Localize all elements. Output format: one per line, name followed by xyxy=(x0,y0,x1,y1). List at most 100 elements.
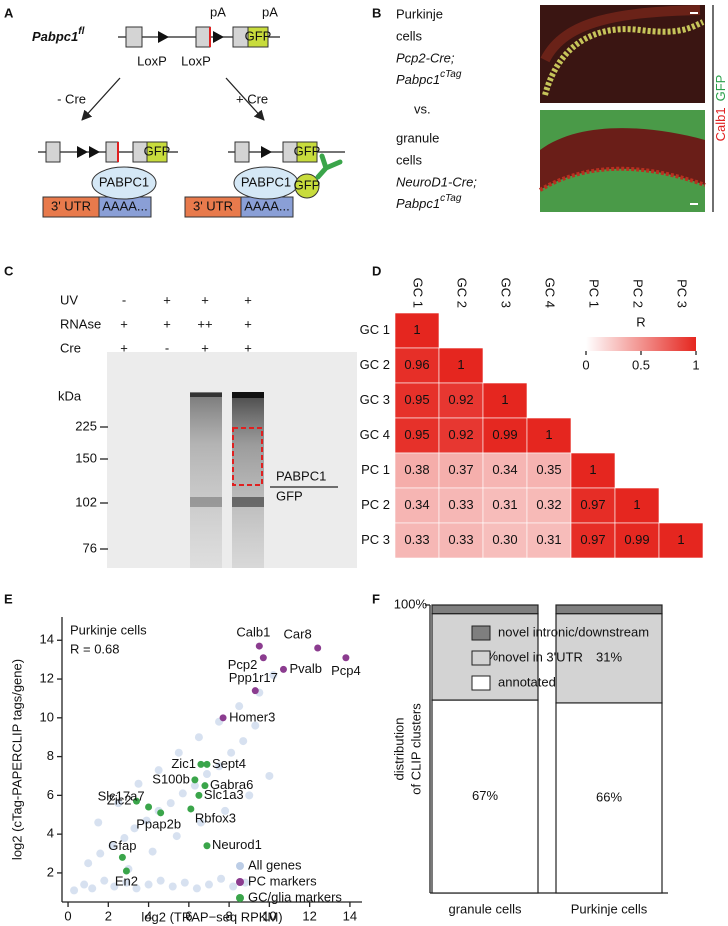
marker-point xyxy=(145,803,153,811)
marker-point xyxy=(118,853,126,861)
legend-swatch xyxy=(236,894,244,902)
point-label: Gabra6 xyxy=(210,777,253,792)
stain-green: GFP xyxy=(713,75,728,102)
molecular-layer xyxy=(540,5,701,63)
gene-point xyxy=(148,847,157,856)
bar-segment xyxy=(431,604,539,615)
text-part: Pabpc1 xyxy=(32,29,78,44)
row-label: GC 4 xyxy=(360,427,390,442)
gene-point xyxy=(239,737,248,746)
gfp-exon xyxy=(146,141,168,163)
cell-type-text: cells xyxy=(396,28,423,43)
gene-point xyxy=(114,799,123,808)
arrow xyxy=(81,77,121,121)
heatmap-cell xyxy=(570,522,616,559)
pabpc1-label: PABPC1 xyxy=(99,174,149,189)
point-label: Calb1 xyxy=(236,625,270,640)
genotype-text: Pcp2-Cre; xyxy=(396,50,455,65)
cell-label: 1 xyxy=(457,357,464,372)
loxp-site xyxy=(89,146,100,158)
cell-label: 0.95 xyxy=(404,392,429,407)
lane-symbol: - xyxy=(122,292,126,307)
heatmap-cell xyxy=(394,487,440,524)
gel-smear xyxy=(190,392,222,568)
panel-letter: A xyxy=(4,5,14,20)
cell-label: 1 xyxy=(545,427,552,442)
stain-label: Calb1 GFP xyxy=(713,75,728,142)
x-tick-label: 14 xyxy=(343,908,357,923)
loxp-site xyxy=(158,31,169,43)
y-tick-label: 4 xyxy=(47,826,54,841)
marker-point xyxy=(342,654,350,662)
heatmap-cell xyxy=(570,452,616,489)
size-marker: 150 xyxy=(75,450,97,465)
heatmap-cell xyxy=(526,487,572,524)
cell-label: 1 xyxy=(501,392,508,407)
point-label: Pvalb xyxy=(289,661,322,676)
gene-point xyxy=(174,748,183,757)
point-label: Neurod1 xyxy=(212,837,262,852)
heatmap-cell xyxy=(482,417,528,454)
gene-point xyxy=(122,878,131,887)
chart-title: Purkinje cells xyxy=(70,622,147,637)
lane-symbol: + xyxy=(244,340,252,355)
point-label: S100b xyxy=(152,771,190,786)
x-tick-label: 10 xyxy=(262,908,276,923)
gfp-exon xyxy=(247,26,269,48)
gene-point xyxy=(269,671,278,680)
gene-point xyxy=(194,733,203,742)
lane-symbol: + xyxy=(120,316,128,331)
gene-point xyxy=(108,841,117,850)
legend-swatch xyxy=(471,625,491,641)
point-label: Homer3 xyxy=(229,709,275,724)
row-label: GC 3 xyxy=(360,392,390,407)
heatmap-cell xyxy=(394,312,440,349)
heatmap-cell xyxy=(438,347,484,384)
gene-point xyxy=(190,781,199,790)
y-tick-label: 8 xyxy=(47,748,54,763)
point-label: Car8 xyxy=(284,626,312,641)
lane-symbol: + xyxy=(201,292,209,307)
value-label: 67% xyxy=(472,788,498,803)
column-label: PC 3 xyxy=(675,279,690,308)
gfp-label: GFP xyxy=(245,28,272,43)
lane-symbol: - xyxy=(165,340,169,355)
gene-point xyxy=(156,876,165,885)
heatmap-cell xyxy=(570,487,616,524)
heatmap-cell xyxy=(658,522,704,559)
gene-point xyxy=(84,859,93,868)
polya-label: AAAA... xyxy=(244,198,290,213)
y-tick-label: 10 xyxy=(40,709,54,724)
cell-type-text: Purkinje xyxy=(396,6,443,21)
cell-label: 0.92 xyxy=(448,392,473,407)
heatmap-cell xyxy=(482,487,528,524)
cell-label: 0.34 xyxy=(492,462,517,477)
heatmap-cell xyxy=(482,452,528,489)
gene-point xyxy=(168,882,177,891)
pa-label: pA xyxy=(210,4,226,19)
cell-label: 0.30 xyxy=(492,532,517,547)
arrow xyxy=(225,77,265,121)
point-label: Ppp1r17 xyxy=(229,670,278,685)
purkinje-layer xyxy=(538,166,706,192)
gene-point xyxy=(70,886,79,895)
heatmap-cell xyxy=(614,487,660,524)
genotype-text: Pabpc1cTag xyxy=(396,193,462,212)
gene-point xyxy=(245,791,254,800)
cell-label: 1 xyxy=(677,532,684,547)
legend-label: novel intronic/downstream xyxy=(498,624,649,639)
legend-swatch xyxy=(471,675,491,691)
allele-name: Pabpc1fl xyxy=(32,26,85,45)
gel-smear xyxy=(232,392,264,568)
cell-label: 0.96 xyxy=(404,357,429,372)
cell-label: 1 xyxy=(413,322,420,337)
gene-point xyxy=(166,799,175,808)
heatmap-cell xyxy=(438,452,484,489)
annotation: R = 0.68 xyxy=(70,641,120,656)
gene-point xyxy=(204,880,213,889)
legend-label: novel in 3'UTR xyxy=(498,649,583,664)
loxp-label: LoxP xyxy=(181,53,211,68)
row-label: RNAse xyxy=(60,316,101,331)
gene-point xyxy=(251,721,260,730)
